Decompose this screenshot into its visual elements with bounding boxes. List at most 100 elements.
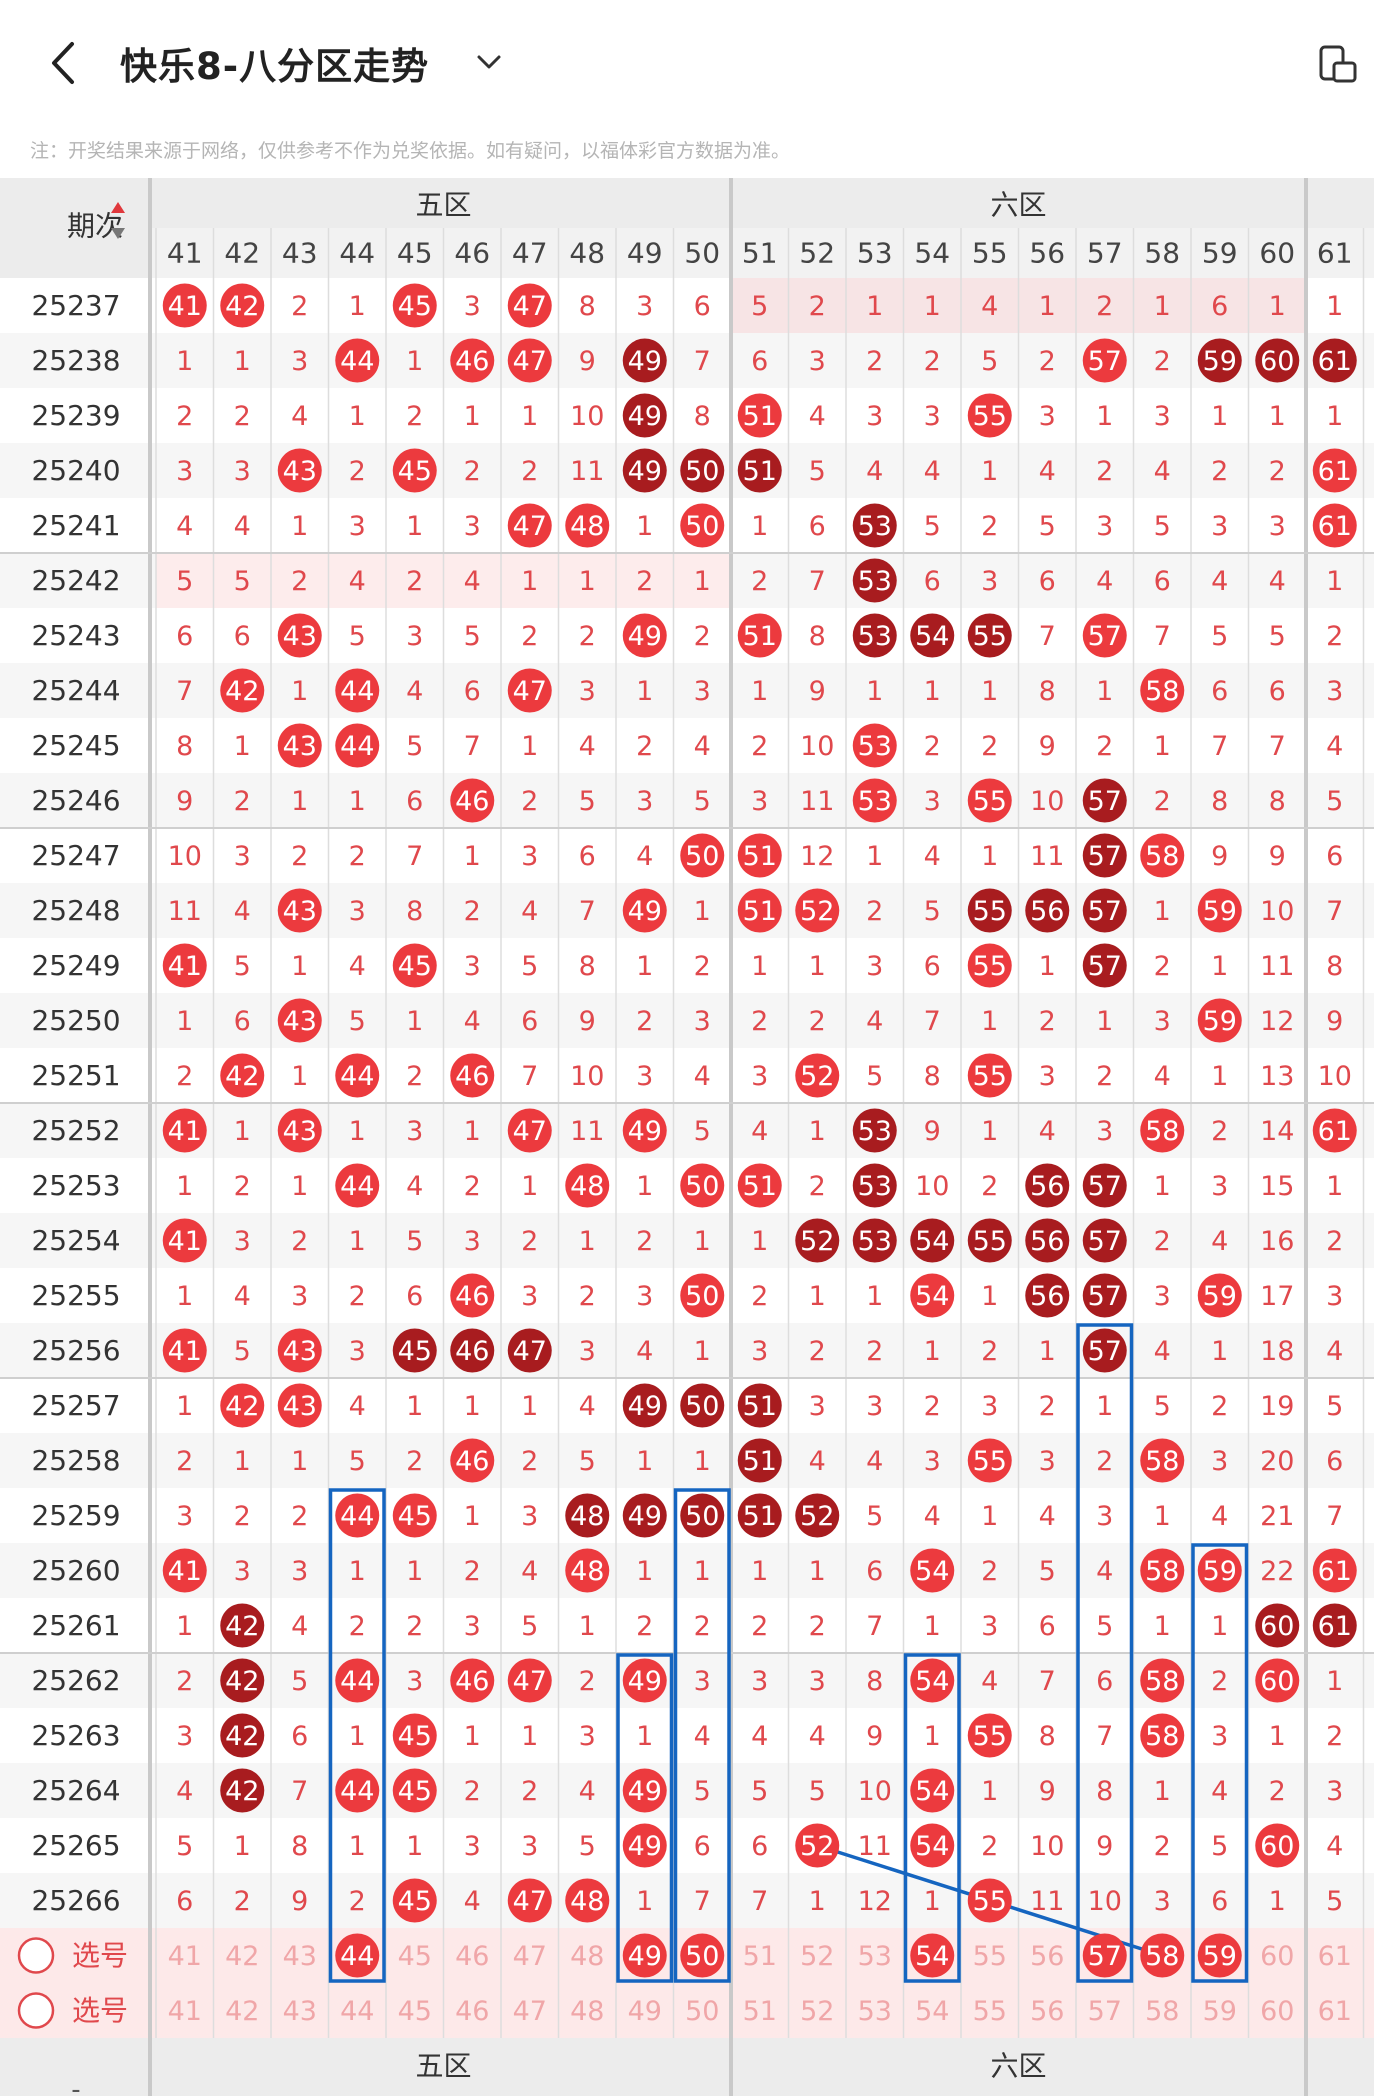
miss-count: 1	[1154, 731, 1171, 762]
select-option[interactable]: 48	[570, 1941, 604, 1972]
draw-ball	[1312, 448, 1357, 493]
back-arrow-icon[interactable]	[44, 40, 84, 86]
select-option[interactable]: 55	[973, 1996, 1007, 2027]
period-label: 25247	[31, 839, 120, 872]
select-option[interactable]: 54	[915, 1996, 949, 2027]
miss-count: 2	[751, 566, 768, 597]
draw-number: 49	[628, 1776, 662, 1807]
miss-count: 4	[694, 1061, 711, 1092]
selected-ball[interactable]	[1197, 1933, 1242, 1978]
draw-number: 43	[283, 1391, 317, 1422]
draw-ball	[910, 1658, 955, 1703]
miss-count: 1	[809, 951, 826, 982]
rotate-screen-icon[interactable]	[1318, 44, 1358, 84]
select-option[interactable]: 41	[168, 1941, 202, 1972]
select-option[interactable]: 45	[398, 1996, 432, 2027]
column-number: 42	[224, 237, 260, 270]
miss-count: 1	[751, 676, 768, 707]
miss-count: 6	[751, 346, 768, 377]
select-option[interactable]: 52	[800, 1941, 834, 1972]
selected-ball[interactable]	[680, 1933, 725, 1978]
select-option[interactable]: 61	[1318, 1996, 1352, 2027]
select-option[interactable]: 56	[1030, 1941, 1064, 1972]
select-option[interactable]: 53	[858, 1996, 892, 2027]
select-option[interactable]: 46	[455, 1996, 489, 2027]
select-option[interactable]: 47	[513, 1941, 547, 1972]
miss-count: 2	[521, 1226, 538, 1257]
miss-count: 2	[521, 456, 538, 487]
miss-count: 4	[866, 1446, 883, 1477]
draw-ball	[220, 1383, 265, 1428]
period-label: 25261	[31, 1609, 120, 1642]
miss-count: 1	[1269, 1721, 1286, 1752]
miss-count: 2	[176, 1666, 193, 1697]
miss-count: 7	[924, 1006, 941, 1037]
draw-number: 46	[455, 1446, 489, 1477]
select-option[interactable]: 53	[858, 1941, 892, 1972]
select-option[interactable]: 43	[283, 1941, 317, 1972]
select-option[interactable]: 60	[1260, 1941, 1294, 1972]
draw-ball	[335, 723, 380, 768]
chevron-down-icon[interactable]	[475, 52, 503, 72]
select-option[interactable]: 44	[340, 1996, 374, 2027]
select-option[interactable]: 43	[283, 1996, 317, 2027]
select-option[interactable]: 48	[570, 1996, 604, 2027]
sort-up-icon[interactable]	[111, 202, 125, 213]
sort-down-icon[interactable]	[111, 228, 125, 239]
select-option[interactable]: 57	[1088, 1996, 1122, 2027]
select-option[interactable]: 60	[1260, 1996, 1294, 2027]
select-radio[interactable]	[17, 1992, 55, 2029]
miss-count: 1	[234, 1831, 251, 1862]
selected-ball[interactable]	[622, 1933, 667, 1978]
select-radio[interactable]	[17, 1937, 55, 1974]
select-option[interactable]: 58	[1145, 1996, 1179, 2027]
draw-ball	[392, 1328, 437, 1373]
selected-ball[interactable]	[1140, 1933, 1185, 1978]
select-option[interactable]: 51	[743, 1941, 777, 1972]
miss-count: 5	[521, 1611, 538, 1642]
select-option[interactable]: 59	[1203, 1996, 1237, 2027]
select-option[interactable]: 42	[225, 1996, 259, 2027]
draw-ball	[795, 1053, 840, 1098]
draw-number: 42	[225, 1611, 259, 1642]
miss-count: 1	[291, 786, 308, 817]
select-option[interactable]: 41	[168, 1996, 202, 2027]
miss-count: 5	[349, 1446, 366, 1477]
draw-ball	[795, 1823, 840, 1868]
draw-number: 56	[1030, 1171, 1064, 1202]
selected-ball[interactable]	[1082, 1933, 1127, 1978]
column-number: 41	[167, 237, 203, 270]
miss-count: 4	[349, 951, 366, 982]
miss-count: 7	[521, 1061, 538, 1092]
miss-count: 7	[1326, 1501, 1343, 1532]
select-option[interactable]: 61	[1318, 1941, 1352, 1972]
select-option[interactable]: 50	[685, 1996, 719, 2027]
selection-box	[1076, 1323, 1134, 1983]
column-number: 53	[857, 237, 893, 270]
select-option[interactable]: 46	[455, 1941, 489, 1972]
select-option[interactable]: 45	[398, 1941, 432, 1972]
draw-number: 57	[1088, 786, 1122, 817]
select-option[interactable]: 49	[628, 1996, 662, 2027]
select-option[interactable]: 56	[1030, 1996, 1064, 2027]
miss-count: 4	[924, 841, 941, 872]
miss-count: 3	[809, 1391, 826, 1422]
row-bg	[0, 1213, 1374, 1268]
draw-number: 55	[973, 1886, 1007, 1917]
selected-ball[interactable]	[335, 1933, 380, 1978]
select-option[interactable]: 55	[973, 1941, 1007, 1972]
miss-count: 1	[924, 1611, 941, 1642]
draw-ball	[852, 1108, 897, 1153]
draw-number: 45	[398, 291, 432, 322]
select-option[interactable]: 47	[513, 1996, 547, 2027]
select-option[interactable]: 42	[225, 1941, 259, 1972]
selected-ball[interactable]	[910, 1933, 955, 1978]
miss-count: 1	[636, 951, 653, 982]
miss-count: 8	[1039, 676, 1056, 707]
miss-count: 1	[1039, 951, 1056, 982]
select-option[interactable]: 52	[800, 1996, 834, 2027]
draw-ball	[507, 338, 552, 383]
miss-count: 3	[176, 1721, 193, 1752]
select-option[interactable]: 51	[743, 1996, 777, 2027]
